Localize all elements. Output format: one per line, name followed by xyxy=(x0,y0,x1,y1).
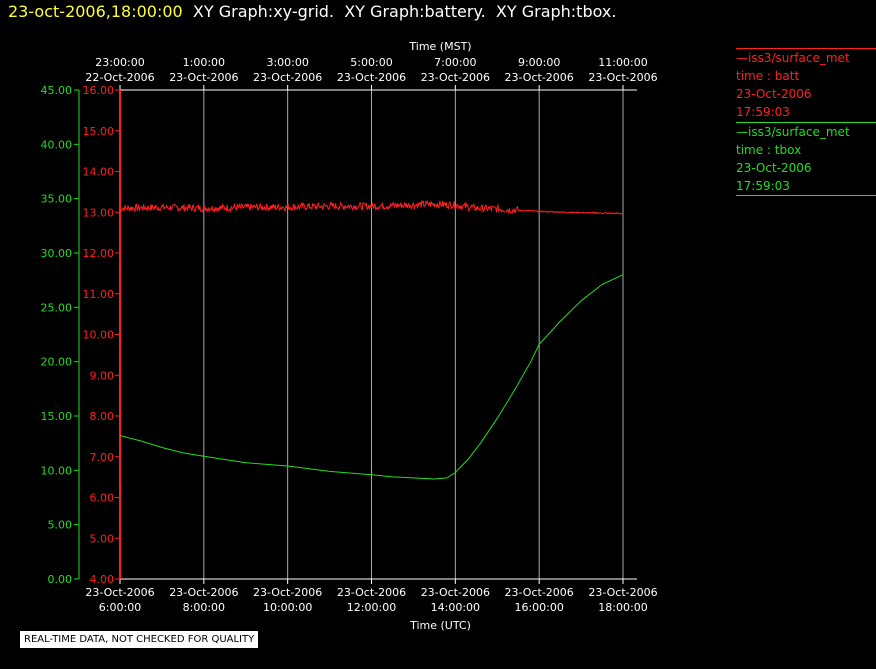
x-top-tick-label-time: 7:00:00 xyxy=(434,56,476,69)
y-outer-tick-label: 10.00 xyxy=(41,464,73,477)
quality-disclaimer: REAL-TIME DATA, NOT CHECKED FOR QUALITY xyxy=(20,631,259,648)
legend-time: 17:59:03 xyxy=(736,105,790,119)
header-date: 23-oct-2006,18:00:00 xyxy=(8,2,183,21)
header-title-grid: XY Graph:xy-grid. xyxy=(192,2,335,21)
x-top-tick-label-time: 23:00:00 xyxy=(95,56,144,69)
x-top-tick-label-time: 3:00:00 xyxy=(266,56,308,69)
y-inner-tick-label: 7.00 xyxy=(90,451,115,464)
y-inner-tick-label: 8.00 xyxy=(90,410,115,423)
header-title-battery: XY Graph:battery. xyxy=(344,2,486,21)
x-tick-label-time: 10:00:00 xyxy=(263,601,312,614)
y-outer-tick-label: 40.00 xyxy=(41,138,73,151)
y-outer-tick-label: 0.00 xyxy=(48,573,73,586)
y-inner-tick-label: 16.00 xyxy=(83,84,115,97)
y-inner-tick-label: 15.00 xyxy=(83,125,115,138)
y-outer-tick-label: 25.00 xyxy=(41,301,73,314)
y-inner-tick-label: 11.00 xyxy=(83,288,115,301)
legend-var: time : tbox xyxy=(736,143,802,157)
x-top-tick-label-date: 23-Oct-2006 xyxy=(169,71,238,84)
x-tick-label-date: 23-Oct-2006 xyxy=(85,586,154,599)
legend-station: iss3/surface_met xyxy=(748,51,850,65)
x-tick-label-date: 23-Oct-2006 xyxy=(337,586,406,599)
legend-tbox: —iss3/surface_met time : tbox 23-Oct-200… xyxy=(736,122,876,196)
y-outer-tick-label: 15.00 xyxy=(41,410,73,423)
x-tick-label-date: 23-Oct-2006 xyxy=(253,586,322,599)
x-top-tick-label-date: 23-Oct-2006 xyxy=(337,71,406,84)
y-inner-tick-label: 9.00 xyxy=(90,369,115,382)
header-title: 23-oct-2006,18:00:00 XY Graph:xy-grid. X… xyxy=(8,2,616,21)
legend-station: iss3/surface_met xyxy=(748,125,850,139)
x-top-tick-label-date: 23-Oct-2006 xyxy=(505,71,574,84)
y-inner-tick-label: 6.00 xyxy=(90,492,115,505)
legend-dash: — xyxy=(736,51,748,65)
legend-date: 23-Oct-2006 xyxy=(736,87,812,101)
y-outer-tick-label: 20.00 xyxy=(41,356,73,369)
x-tick-label-time: 18:00:00 xyxy=(598,601,647,614)
x-top-tick-label-date: 23-Oct-2006 xyxy=(253,71,322,84)
legend-date: 23-Oct-2006 xyxy=(736,161,812,175)
x-top-tick-label-time: 9:00:00 xyxy=(518,56,560,69)
legend-rule xyxy=(736,122,876,123)
legend-rule-bottom xyxy=(736,195,876,196)
x-tick-label-time: 16:00:00 xyxy=(514,601,563,614)
y-inner-tick-label: 14.00 xyxy=(83,166,115,179)
x-top-tick-label-time: 11:00:00 xyxy=(598,56,647,69)
series-line-tbox xyxy=(119,274,624,480)
x-tick-label-time: 6:00:00 xyxy=(99,601,141,614)
x-tick-label-date: 23-Oct-2006 xyxy=(169,586,238,599)
y-inner-tick-label: 12.00 xyxy=(83,247,115,260)
y-inner-tick-label: 5.00 xyxy=(90,532,115,545)
x-tick-label-date: 23-Oct-2006 xyxy=(588,586,657,599)
x-top-tick-label-date: 22-Oct-2006 xyxy=(85,71,154,84)
x-top-tick-label-time: 5:00:00 xyxy=(350,56,392,69)
y-outer-tick-label: 30.00 xyxy=(41,247,73,260)
y-inner-tick-label: 4.00 xyxy=(90,573,115,586)
y-inner-tick-label: 13.00 xyxy=(83,206,115,219)
legend-var: time : batt xyxy=(736,69,800,83)
y-outer-tick-label: 45.00 xyxy=(41,84,73,97)
legend-batt: —iss3/surface_met time : batt 23-Oct-200… xyxy=(736,48,876,121)
x-top-axis-title: Time (MST) xyxy=(408,40,471,53)
legend-rule xyxy=(736,48,876,49)
y-outer-tick-label: 35.00 xyxy=(41,193,73,206)
x-top-tick-label-date: 23-Oct-2006 xyxy=(588,71,657,84)
x-bottom-axis-title: Time (UTC) xyxy=(409,619,471,632)
x-top-tick-label-time: 1:00:00 xyxy=(183,56,225,69)
x-tick-label-date: 23-Oct-2006 xyxy=(505,586,574,599)
series-line-batt xyxy=(119,199,624,215)
header-title-tbox: XY Graph:tbox. xyxy=(495,2,617,21)
legend-dash: — xyxy=(736,125,748,139)
y-outer-tick-label: 5.00 xyxy=(48,519,73,532)
x-tick-label-time: 12:00:00 xyxy=(347,601,396,614)
x-tick-label-time: 8:00:00 xyxy=(183,601,225,614)
y-inner-tick-label: 10.00 xyxy=(83,329,115,342)
x-tick-label-time: 14:00:00 xyxy=(431,601,480,614)
x-top-tick-label-date: 23-Oct-2006 xyxy=(421,71,490,84)
x-tick-label-date: 23-Oct-2006 xyxy=(421,586,490,599)
legend-time: 17:59:03 xyxy=(736,179,790,193)
